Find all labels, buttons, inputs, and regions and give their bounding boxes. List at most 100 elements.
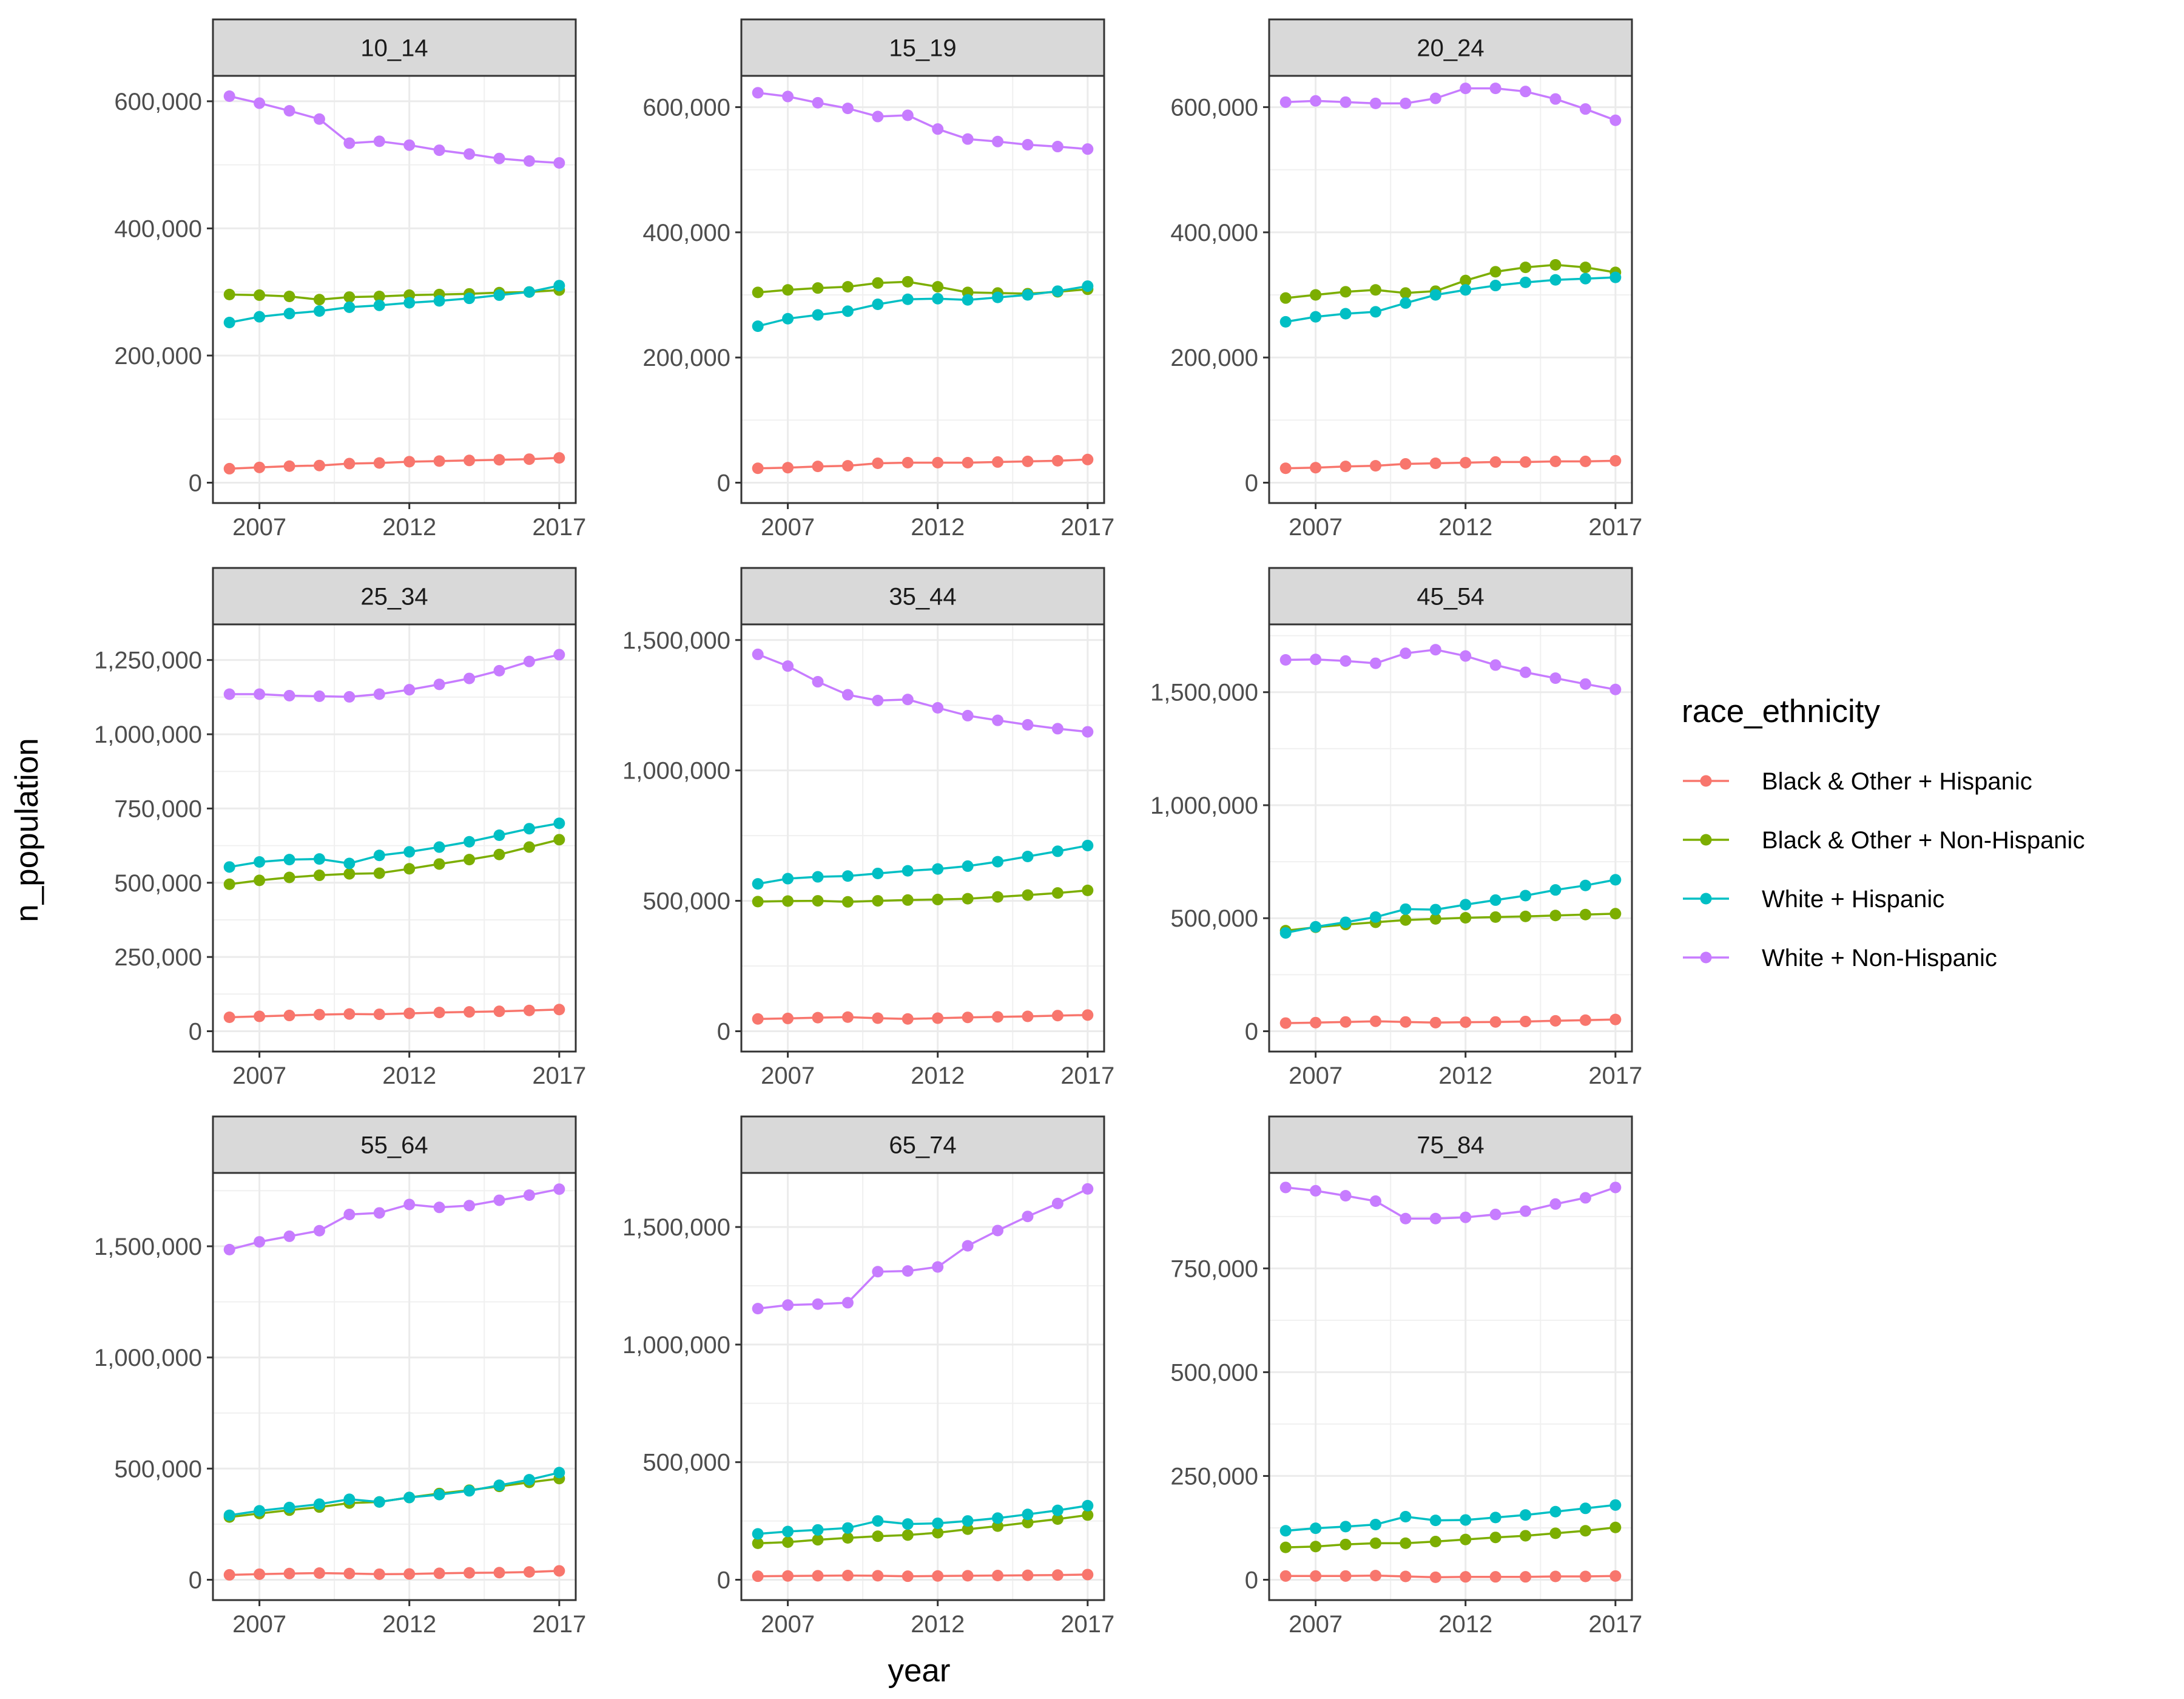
data-point: [782, 873, 794, 885]
data-point: [254, 1505, 266, 1517]
data-point: [812, 309, 824, 321]
data-point: [902, 865, 914, 877]
data-point: [223, 462, 235, 475]
data-point: [254, 311, 266, 323]
data-point: [841, 870, 854, 882]
x-tick-label: 2017: [1060, 514, 1114, 541]
data-point: [902, 1518, 914, 1530]
legend-key-point: [1700, 893, 1712, 905]
panel-border: [212, 75, 577, 504]
data-point: [1460, 274, 1472, 286]
x-tick-label: 2012: [1438, 1611, 1492, 1638]
data-point: [1579, 1570, 1591, 1582]
data-point: [932, 1570, 944, 1582]
data-point: [1310, 462, 1322, 474]
data-point: [1279, 654, 1292, 666]
series-black-other-non-hispanic: [752, 884, 1094, 908]
data-point: [1429, 1016, 1441, 1029]
data-point: [553, 1004, 565, 1016]
panel-background: [1269, 76, 1632, 503]
data-point: [992, 1011, 1004, 1023]
y-tick-label: 750,000: [114, 795, 202, 822]
data-point: [283, 854, 295, 866]
data-point: [1340, 286, 1352, 298]
data-point: [433, 858, 445, 870]
data-point: [1022, 1569, 1034, 1581]
data-point: [1520, 456, 1532, 468]
data-point: [1460, 911, 1472, 924]
series-white-non-hispanic: [752, 648, 1094, 738]
data-point: [1082, 726, 1094, 738]
data-point: [1279, 462, 1292, 475]
x-tick-label: 2007: [232, 1611, 286, 1638]
data-point: [523, 155, 535, 167]
data-point: [812, 282, 824, 294]
data-point: [403, 684, 416, 696]
data-point: [254, 461, 266, 473]
facet-strip-label: 15_19: [889, 35, 956, 62]
data-point: [932, 456, 944, 468]
data-point: [1340, 1570, 1352, 1582]
data-point: [1579, 103, 1591, 115]
data-point: [902, 1265, 914, 1277]
data-point: [433, 295, 445, 307]
data-point: [1022, 1516, 1034, 1528]
legend-label: Black & Other + Non-Hispanic: [1762, 827, 2085, 854]
x-tick-label: 2017: [1060, 1062, 1114, 1089]
data-point: [433, 841, 445, 853]
series-black-other-non-hispanic: [1279, 1521, 1622, 1553]
data-point: [1310, 311, 1322, 323]
data-point: [752, 878, 764, 890]
data-point: [962, 1523, 974, 1535]
data-point: [1369, 1015, 1381, 1027]
y-tick-label: 200,000: [1170, 345, 1258, 371]
series-black-other-hispanic: [1279, 1013, 1622, 1029]
data-point: [373, 299, 385, 311]
data-point: [1429, 1571, 1441, 1583]
x-tick-label: 2017: [532, 1611, 586, 1638]
data-point: [313, 459, 325, 471]
data-point: [1609, 1181, 1622, 1194]
data-point: [493, 664, 505, 677]
data-point: [1369, 1570, 1381, 1582]
data-point: [1310, 1184, 1322, 1197]
data-point: [1429, 92, 1441, 104]
data-point: [841, 281, 854, 293]
data-point: [254, 97, 266, 109]
data-point: [1022, 1508, 1034, 1521]
facet-panel-65_74: 65_74 0 500,000 1,000,000 1,500,000 2007 2012 2…: [622, 1115, 1114, 1638]
data-point: [1489, 1208, 1502, 1220]
data-point: [932, 863, 944, 875]
data-point: [812, 1012, 824, 1024]
data-point: [1022, 889, 1034, 901]
y-tick-label: 0: [189, 470, 202, 496]
data-point: [1429, 457, 1441, 469]
y-tick-label: 500,000: [642, 888, 730, 915]
data-point: [872, 895, 884, 907]
data-point: [902, 694, 914, 706]
data-point: [1082, 143, 1094, 155]
facet-strip-label: 25_34: [360, 584, 428, 610]
data-point: [872, 298, 884, 310]
series-black-other-hispanic: [752, 1569, 1094, 1582]
data-point: [1279, 1570, 1292, 1582]
facet-strip: [212, 567, 577, 626]
x-tick-label: 2012: [1438, 514, 1492, 541]
facet-panel-15_19: 15_19 0 200,000 400,000 600,000 2007 2012 2017: [642, 18, 1114, 541]
data-point: [373, 850, 385, 862]
data-point: [1579, 1502, 1591, 1515]
data-point: [254, 1568, 266, 1580]
data-point: [782, 1299, 794, 1311]
data-point: [1520, 1015, 1532, 1027]
data-point: [1400, 903, 1412, 915]
data-point: [1082, 1509, 1094, 1521]
data-point: [1310, 654, 1322, 666]
data-point: [782, 1525, 794, 1538]
x-tick-label: 2007: [1289, 1062, 1343, 1089]
data-point: [1489, 456, 1502, 468]
data-point: [962, 709, 974, 721]
data-point: [1429, 904, 1441, 916]
y-tick-label: 1,500,000: [94, 1234, 202, 1260]
y-tick-label: 500,000: [114, 1456, 202, 1482]
series-white-hispanic: [1279, 271, 1622, 328]
